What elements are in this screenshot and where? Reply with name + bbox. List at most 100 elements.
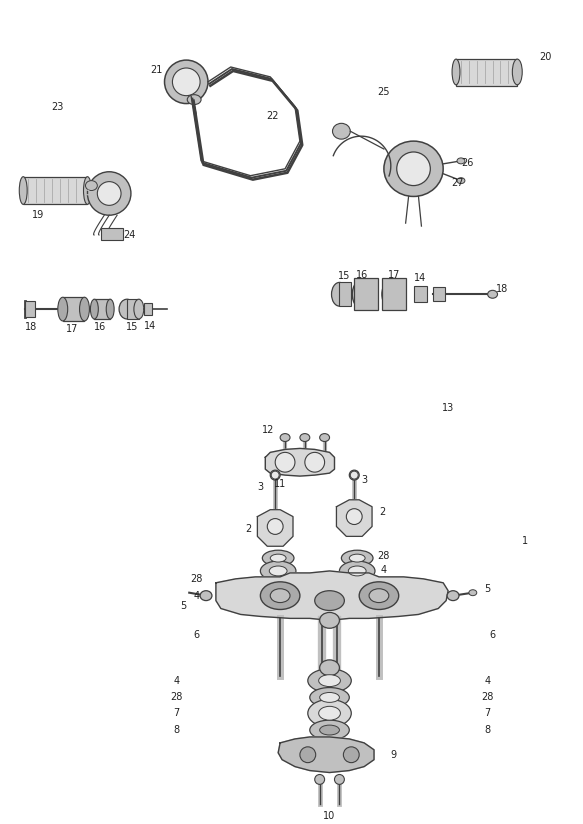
Text: 16: 16: [94, 322, 107, 332]
Ellipse shape: [319, 660, 339, 676]
Ellipse shape: [382, 279, 406, 310]
Ellipse shape: [348, 566, 366, 576]
Ellipse shape: [187, 95, 201, 105]
Ellipse shape: [339, 561, 375, 581]
Text: 10: 10: [324, 811, 336, 821]
Ellipse shape: [332, 283, 347, 307]
Ellipse shape: [134, 299, 144, 319]
Polygon shape: [265, 448, 335, 476]
Text: 7: 7: [173, 709, 180, 719]
Text: 27: 27: [452, 178, 464, 188]
Ellipse shape: [310, 720, 349, 740]
Text: 8: 8: [484, 725, 491, 735]
Text: 22: 22: [266, 111, 279, 121]
Bar: [25, 302, 35, 317]
Text: 5: 5: [180, 601, 187, 611]
Ellipse shape: [397, 152, 430, 185]
Ellipse shape: [280, 433, 290, 442]
Ellipse shape: [58, 297, 68, 321]
Ellipse shape: [19, 176, 27, 204]
Ellipse shape: [315, 591, 345, 611]
Text: 7: 7: [484, 709, 491, 719]
Ellipse shape: [332, 124, 350, 139]
Ellipse shape: [319, 433, 329, 442]
Ellipse shape: [457, 178, 465, 184]
Text: 18: 18: [25, 322, 37, 332]
Text: 9: 9: [391, 750, 397, 760]
Ellipse shape: [319, 725, 339, 735]
Text: 28: 28: [170, 692, 182, 702]
Ellipse shape: [452, 59, 460, 85]
Ellipse shape: [315, 775, 325, 784]
Ellipse shape: [90, 299, 99, 319]
Bar: [144, 303, 152, 315]
Polygon shape: [216, 571, 448, 620]
Ellipse shape: [271, 471, 279, 479]
Ellipse shape: [359, 582, 399, 610]
Ellipse shape: [300, 747, 316, 763]
Ellipse shape: [261, 582, 300, 610]
Ellipse shape: [300, 433, 310, 442]
Text: 17: 17: [388, 269, 400, 279]
Ellipse shape: [261, 561, 296, 581]
Text: 28: 28: [190, 574, 202, 584]
Ellipse shape: [200, 591, 212, 601]
Ellipse shape: [349, 555, 365, 562]
Polygon shape: [278, 737, 374, 773]
Text: 28: 28: [482, 692, 494, 702]
Ellipse shape: [83, 176, 92, 204]
Ellipse shape: [343, 747, 359, 763]
Text: 15: 15: [338, 271, 350, 282]
Text: 6: 6: [490, 630, 496, 640]
Bar: [382, 279, 406, 310]
Ellipse shape: [262, 550, 294, 566]
Text: 26: 26: [462, 158, 474, 168]
Text: 18: 18: [496, 284, 508, 294]
Text: 11: 11: [274, 479, 286, 489]
Ellipse shape: [350, 471, 358, 479]
Ellipse shape: [319, 706, 340, 720]
Ellipse shape: [319, 612, 339, 628]
Ellipse shape: [87, 171, 131, 215]
Text: 1: 1: [522, 536, 528, 546]
Ellipse shape: [119, 299, 135, 319]
Ellipse shape: [369, 588, 389, 602]
Text: 3: 3: [361, 475, 367, 485]
Ellipse shape: [106, 299, 114, 319]
Text: 4: 4: [381, 565, 387, 575]
Bar: [101, 228, 123, 240]
Ellipse shape: [319, 692, 339, 702]
Text: 4: 4: [173, 676, 180, 686]
Bar: [23, 176, 87, 204]
Ellipse shape: [305, 452, 325, 472]
Text: 12: 12: [262, 424, 275, 434]
Bar: [339, 283, 352, 307]
Ellipse shape: [275, 452, 295, 472]
Text: 23: 23: [52, 101, 64, 111]
Text: 8: 8: [173, 725, 180, 735]
Ellipse shape: [335, 775, 345, 784]
Text: 14: 14: [415, 274, 427, 283]
Ellipse shape: [349, 471, 359, 480]
Ellipse shape: [269, 566, 287, 576]
Ellipse shape: [267, 518, 283, 535]
Ellipse shape: [271, 471, 280, 480]
Ellipse shape: [271, 588, 290, 602]
Text: 16: 16: [356, 269, 368, 279]
Ellipse shape: [352, 279, 376, 310]
Text: 4: 4: [484, 676, 491, 686]
Ellipse shape: [487, 290, 497, 298]
Text: 17: 17: [66, 324, 79, 334]
Bar: [127, 299, 139, 319]
Ellipse shape: [310, 687, 349, 707]
Ellipse shape: [346, 508, 362, 525]
Ellipse shape: [384, 141, 443, 196]
Polygon shape: [336, 500, 372, 536]
Text: 5: 5: [484, 583, 491, 594]
Ellipse shape: [447, 591, 459, 601]
Bar: [456, 59, 517, 86]
Text: 28: 28: [378, 551, 390, 561]
Text: 15: 15: [126, 322, 138, 332]
Bar: [157, 462, 503, 779]
Text: 3: 3: [257, 482, 264, 492]
